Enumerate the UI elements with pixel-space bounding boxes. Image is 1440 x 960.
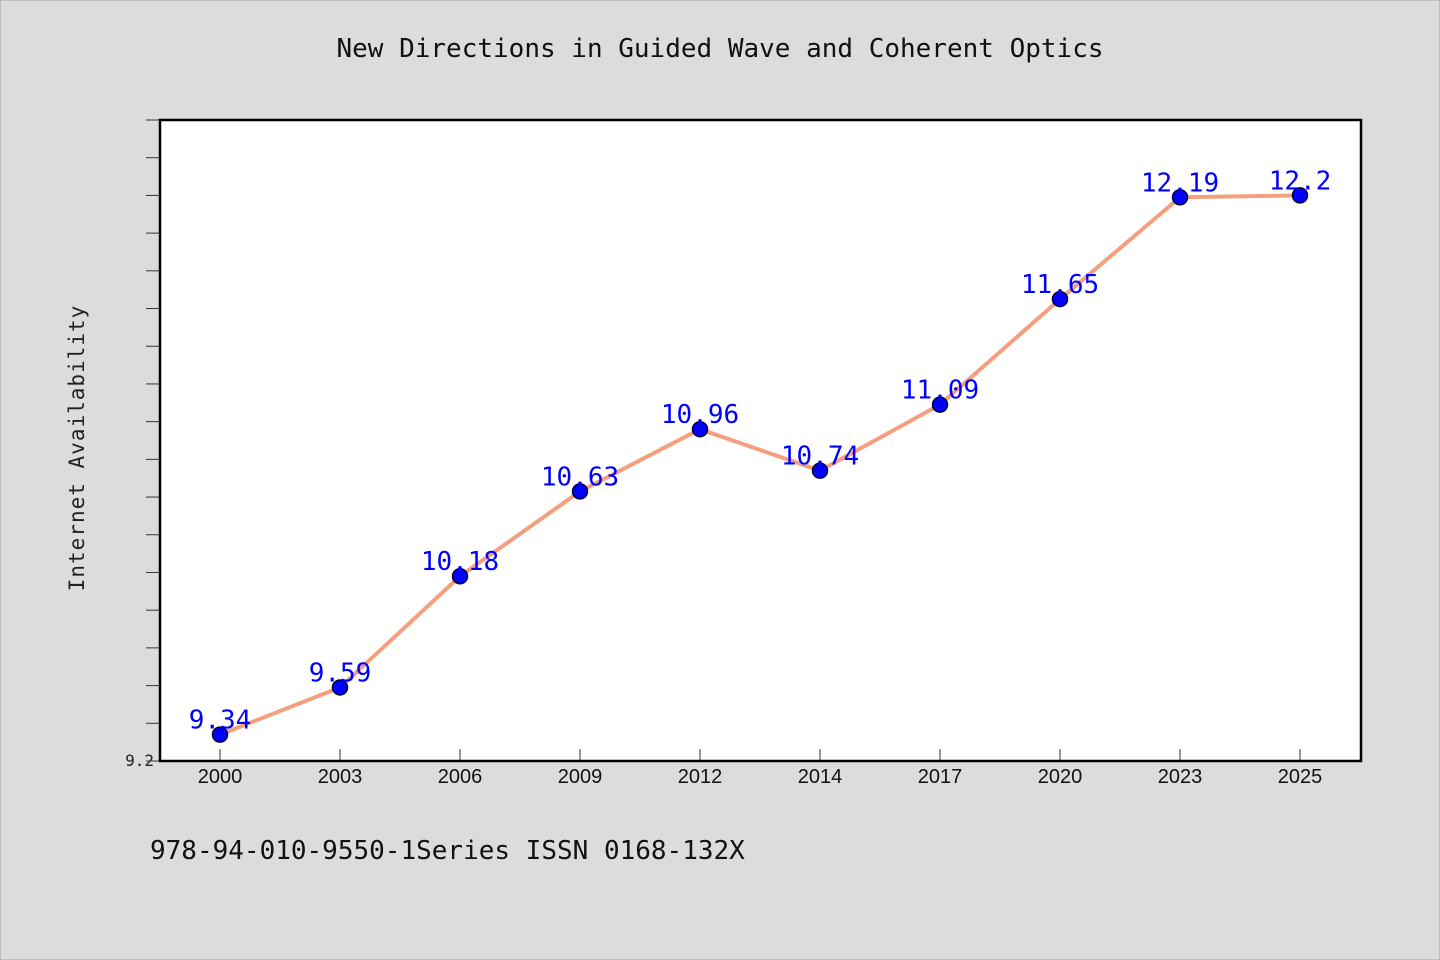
data-label: 10.74	[781, 442, 859, 472]
footer-note: 978-94-010-9550-1Series ISSN 0168-132X	[150, 836, 745, 866]
x-tick-label: 2017	[918, 766, 963, 788]
data-point	[1291, 187, 1309, 204]
data-point	[811, 462, 829, 479]
data-label: 12.2	[1269, 166, 1332, 196]
data-label: 12.19	[1141, 168, 1219, 198]
data-point	[931, 396, 949, 413]
data-point	[211, 726, 229, 743]
data-label: 10.18	[421, 547, 499, 577]
y-axis-ticks: 9.2	[125, 119, 160, 770]
x-tick-label: 2009	[558, 766, 603, 788]
data-label: 11.09	[901, 376, 979, 406]
data-label: 10.63	[541, 462, 619, 492]
x-tick-label: 2012	[678, 766, 723, 788]
x-tick-label: 2023	[1158, 766, 1203, 788]
x-tick-label: 2025	[1278, 766, 1323, 788]
x-tick-label: 2020	[1038, 766, 1083, 788]
x-tick-label: 2006	[438, 766, 483, 788]
x-tick-label: 2000	[198, 766, 243, 788]
data-point	[1171, 189, 1189, 206]
y-tick-label: 9.2	[125, 751, 154, 770]
plot-area	[160, 120, 1361, 761]
x-axis-ticks: 2000 2003 2006 2009 2012 2014 2017 2020 2023 2025	[198, 749, 1323, 788]
series-line	[218, 193, 1302, 737]
data-point	[691, 420, 709, 438]
data-point	[331, 679, 349, 696]
data-point	[1051, 290, 1069, 308]
data-label: 9.59	[309, 658, 372, 688]
series-layer: 9.34 9.59 10.18 10.63 10.96 10.74 11.09 11.65 12…	[189, 166, 1332, 743]
x-tick-label: 2014	[798, 766, 843, 788]
chart-title: New Directions in Guided Wave and Cohere…	[336, 34, 1104, 64]
data-label: 9.34	[189, 706, 252, 736]
data-point	[571, 483, 589, 500]
x-tick-label: 2003	[318, 766, 363, 788]
data-point	[451, 567, 469, 585]
data-label: 10.96	[661, 400, 739, 430]
plot-border	[158, 118, 1363, 763]
data-label: 11.65	[1021, 270, 1099, 300]
